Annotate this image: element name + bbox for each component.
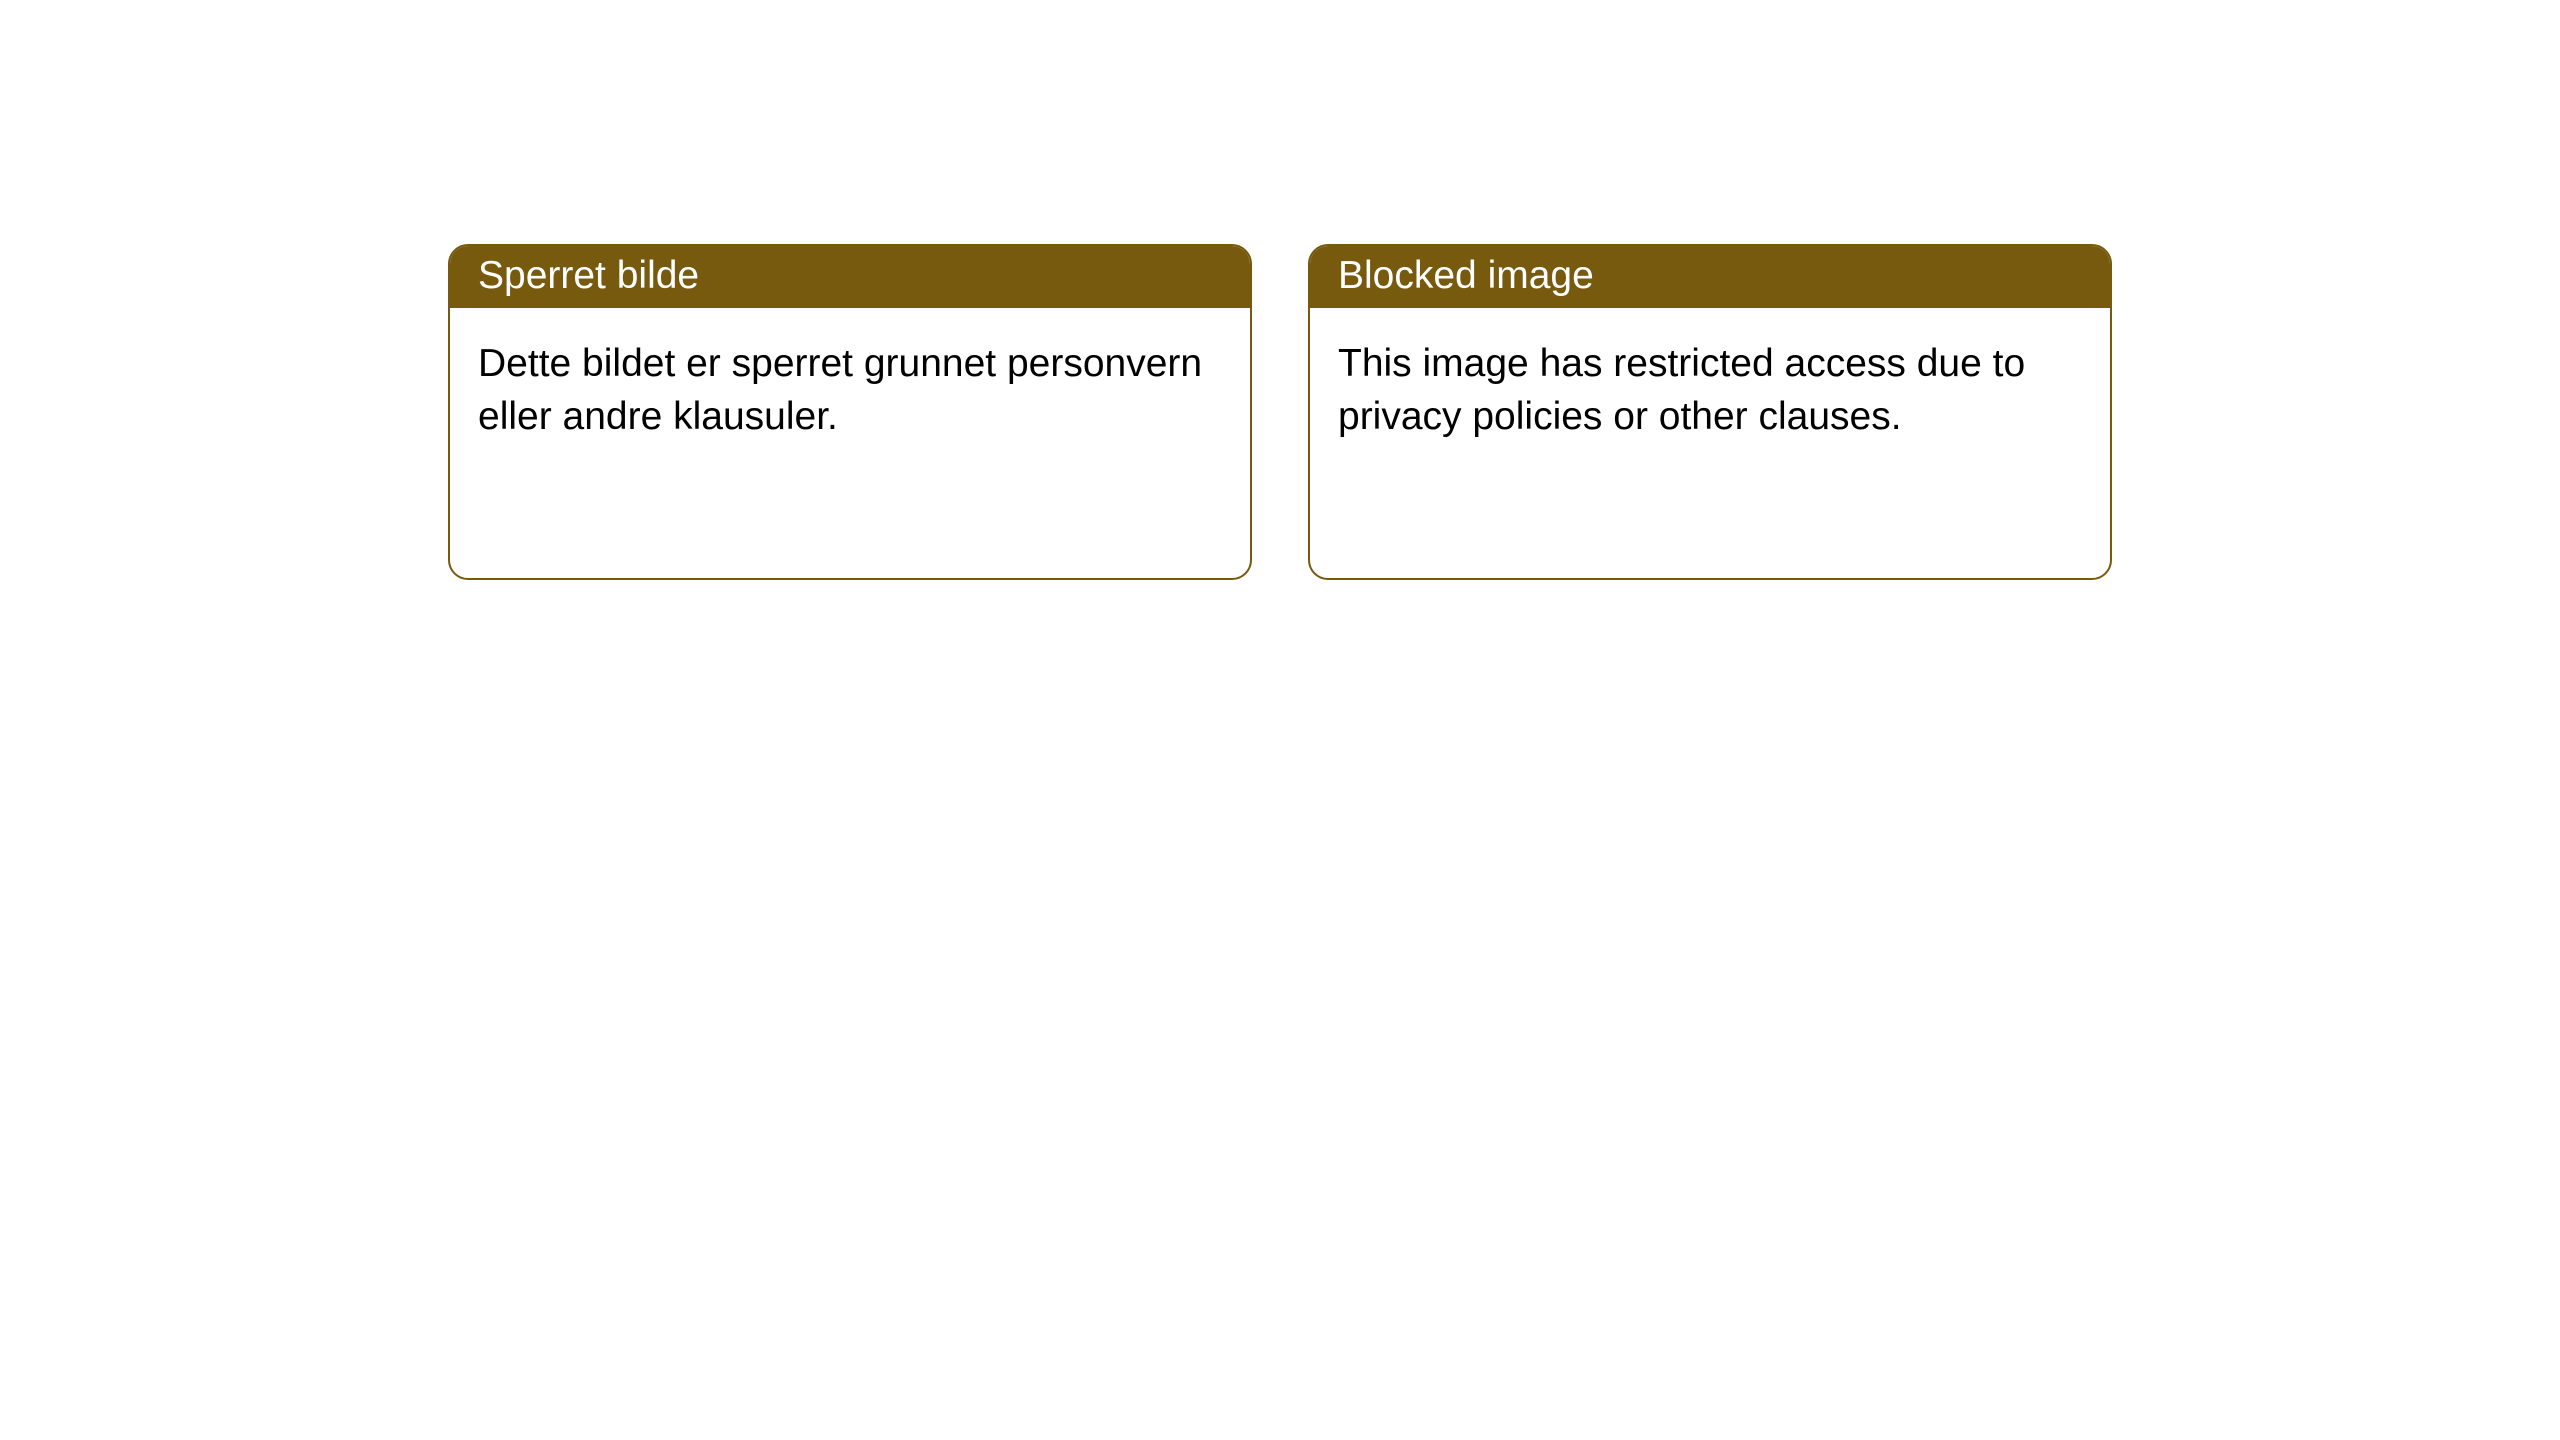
notice-title: Blocked image <box>1338 254 1594 297</box>
notice-body: Dette bildet er sperret grunnet personve… <box>450 308 1250 473</box>
notice-text: Dette bildet er sperret grunnet personve… <box>478 342 1202 438</box>
notice-header: Blocked image <box>1310 246 2110 308</box>
notice-box-norwegian: Sperret bilde Dette bildet er sperret gr… <box>448 244 1252 580</box>
notice-box-english: Blocked image This image has restricted … <box>1308 244 2112 580</box>
notice-text: This image has restricted access due to … <box>1338 342 2025 438</box>
notice-header: Sperret bilde <box>450 246 1250 308</box>
notice-container: Sperret bilde Dette bildet er sperret gr… <box>0 0 2560 580</box>
notice-body: This image has restricted access due to … <box>1310 308 2110 473</box>
notice-title: Sperret bilde <box>478 254 699 297</box>
